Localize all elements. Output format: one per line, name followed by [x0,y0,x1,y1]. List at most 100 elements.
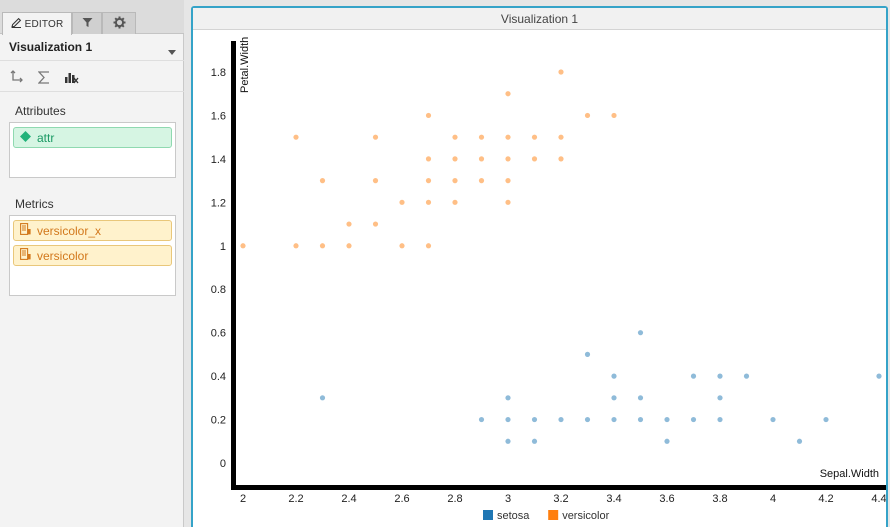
setosa-point [611,416,617,423]
visualization-header: Visualization 1 [193,8,886,30]
versicolor-point [558,69,564,75]
metric-icon [20,223,31,238]
metrics-dropzone[interactable]: versicolor_x versicolor [9,215,176,296]
versicolor-point [505,178,511,184]
metric-pill[interactable]: versicolor_x [13,220,172,241]
versicolor-legend-label: versicolor [562,510,609,522]
y-tick-label: 1.6 [211,110,226,122]
versicolor-point [425,243,432,249]
versicolor-point [452,156,458,162]
caret-down-icon[interactable] [168,44,176,58]
tab-editor-label: EDITOR [24,18,64,30]
y-axis-ticks: 0 0.2 0.4 0.6 0.8 1 1.2 1.4 1.6 1.8 [211,67,226,470]
versicolor-point [425,112,432,119]
x-tick-label: 2.2 [288,493,303,505]
setosa-point [558,416,564,423]
x-tick-label: 4.4 [871,493,886,505]
versicolor-point [505,156,511,162]
y-tick-label: 1.2 [211,197,226,209]
versicolor-point [584,112,591,119]
filter-icon [82,17,93,31]
versicolor-point [478,134,485,140]
metric-pill-label: versicolor [37,248,89,263]
sigma-icon[interactable] [34,67,54,87]
swap-axes-icon[interactable] [7,67,27,87]
y-axis-line [231,41,236,489]
metrics-title: Metrics [15,197,54,211]
x-tick-label: 3.8 [712,493,727,505]
tab-editor[interactable]: EDITOR [2,12,72,35]
y-tick-label: 0.6 [211,328,226,340]
setosa-point [637,330,644,336]
versicolor-point [240,243,246,249]
metric-pill-label: versicolor_x [37,223,102,238]
editor-tabbar: EDITOR [0,0,184,35]
metric-pill[interactable]: versicolor [13,245,172,266]
gear-icon [113,16,126,32]
versicolor-point [425,178,432,184]
setosa-point [717,395,723,401]
x-tick-label: 3.6 [659,493,674,505]
tab-filter[interactable] [72,12,102,34]
x-tick-label: 2.6 [394,493,409,505]
x-axis-line [231,485,886,490]
versicolor-point [319,243,326,249]
tab-settings[interactable] [102,12,136,34]
metric-icon [20,248,31,263]
x-tick-label: 3.2 [553,493,568,505]
setosa-point [876,373,882,379]
viz-selector[interactable]: Visualization 1 [0,35,184,59]
editor-toolbar [0,60,184,92]
versicolor-point [425,199,432,205]
x-tick-label: 3 [505,493,511,505]
setosa-point [743,373,750,379]
versicolor-point [319,178,326,184]
versicolor-point [399,199,405,205]
setosa-point [531,438,538,444]
setosa-legend-label: setosa [497,510,530,522]
editor-panel: EDITOR Visualization 1 [0,0,184,527]
setosa-point [823,416,829,423]
scatter-chart[interactable]: 2 2.2 2.4 2.6 2.8 3 3.2 3.4 3.6 3.8 4 4.2 4.4 0 0.2 0.… [193,31,886,527]
x-tick-label: 2.4 [341,493,356,505]
x-tick-label: 2 [240,493,246,505]
setosa-point [584,416,591,423]
attributes-title: Attributes [15,104,66,118]
versicolor-point [505,199,511,205]
chart-type-icon[interactable] [61,67,81,87]
scatter-points [240,69,882,444]
y-tick-label: 0.8 [211,284,226,296]
setosa-point [690,373,697,379]
setosa-point [717,416,723,423]
x-tick-label: 3.4 [606,493,621,505]
setosa-point [796,438,803,444]
x-axis-title: Sepal.Width [820,468,879,480]
visualization-panel: Visualization 1 2 2.2 2.4 2.6 2.8 3 3.2 3.4 3.6 3… [191,6,888,527]
setosa-point [531,416,538,423]
versicolor-point [346,243,352,249]
setosa-point [611,395,617,401]
setosa-point [505,438,511,444]
versicolor-point [505,91,511,97]
versicolor-point [531,134,538,140]
attributes-dropzone[interactable]: attr [9,122,176,178]
y-tick-label: 1 [220,241,226,253]
setosa-point [637,395,644,401]
pencil-icon [10,17,22,31]
attribute-pill[interactable]: attr [13,127,172,148]
versicolor-point [293,243,299,249]
visualization-title: Visualization 1 [500,11,579,26]
versicolor-point [293,134,299,140]
setosa-point [478,416,485,423]
chart-legend: setosa versicolor [483,510,610,522]
y-tick-label: 1.8 [211,67,226,79]
setosa-point [505,416,511,423]
y-tick-label: 0.2 [211,415,226,427]
y-tick-label: 0.4 [211,371,226,383]
versicolor-point [531,156,538,162]
setosa-point [717,373,723,379]
setosa-point [770,416,776,423]
versicolor-point [505,134,511,140]
y-axis-title: Petal.Width [239,37,251,93]
